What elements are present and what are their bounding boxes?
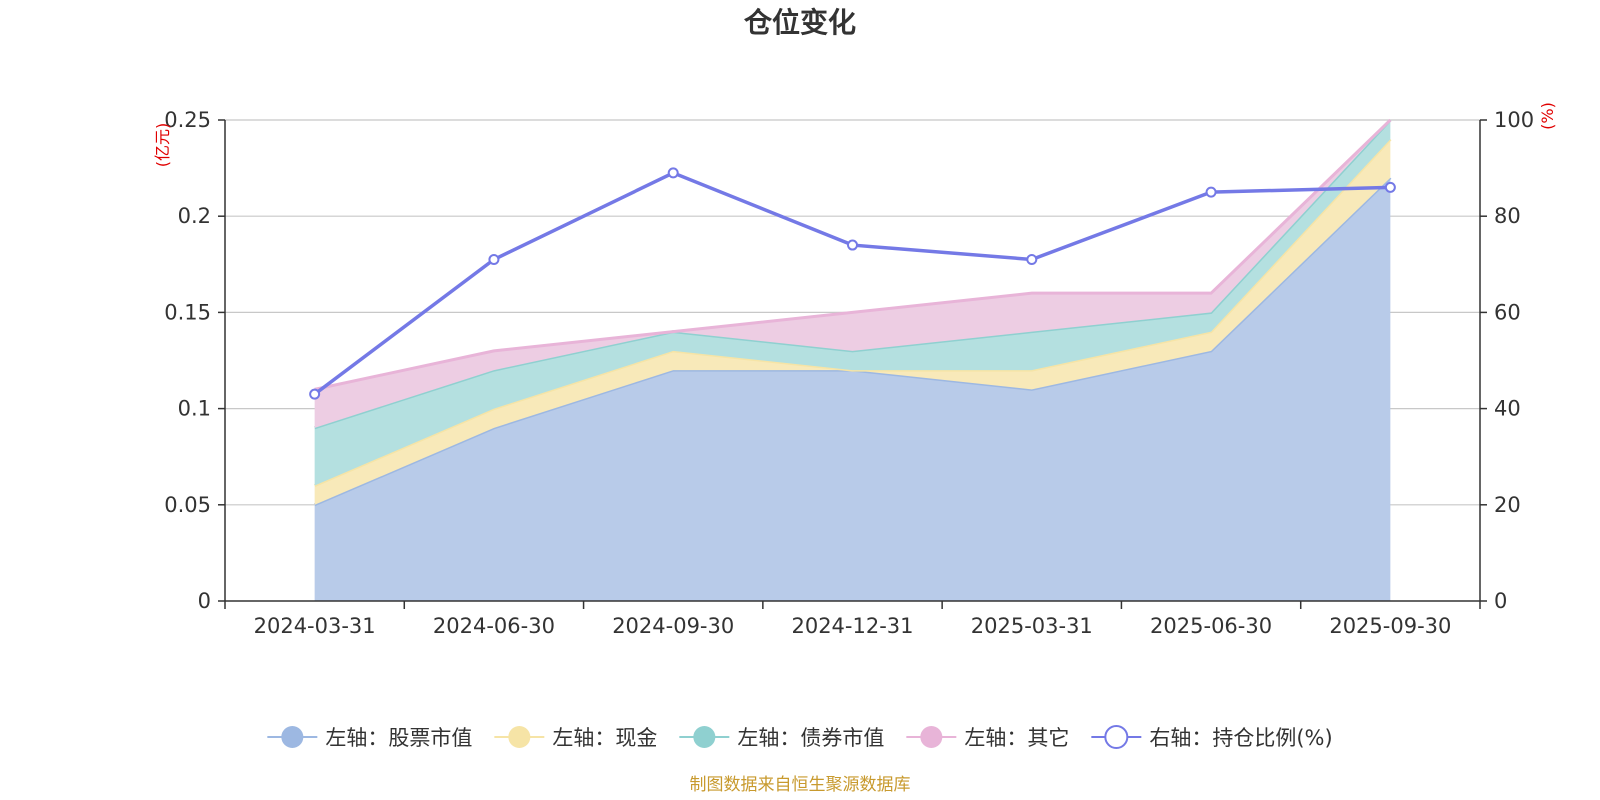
data-source-note: 制图数据来自恒生聚源数据库 [690,775,911,795]
legend-label: 左轴：现金 [552,726,657,750]
area-1 [314,177,1391,601]
legend-dot-icon [920,726,943,748]
legend-label: 左轴：股票市值 [325,726,472,750]
right-tick-label: 40 [1494,397,1521,421]
right-tick-label: 60 [1494,300,1521,324]
legend-label: 右轴：持仓比例(%) [1149,726,1332,750]
x-tick-label: 2024-03-31 [254,614,376,638]
area-4 [314,120,1391,428]
ratio-point [488,253,500,265]
ratio-point [1384,181,1396,193]
legend-label: 左轴：其它 [964,726,1069,750]
x-tick-label: 2024-12-31 [791,614,913,638]
x-tick-label: 2025-03-31 [971,614,1093,638]
legend-item[interactable]: 左轴：股票市值 [267,726,472,750]
legend-item[interactable]: 右轴：持仓比例(%) [1091,725,1333,750]
ratio-point [309,388,321,400]
x-tick-label: 2025-09-30 [1329,614,1451,638]
area-edge-4 [314,118,1392,391]
x-tick-label: 2024-06-30 [433,614,555,638]
legend-dot-icon [281,726,304,748]
x-tick-label: 2025-06-30 [1150,614,1272,638]
right-tick-label: 0 [1494,589,1507,613]
holding-ratio-line [309,167,1396,400]
right-tick-label: 80 [1494,204,1521,228]
ratio-point [847,239,858,251]
ratio-point [1205,186,1217,198]
legend-dot-icon [693,726,716,748]
left-tick-label: 0 [198,589,211,613]
x-tick-label: 2024-09-30 [612,614,734,638]
ratio-point [667,167,679,179]
right-tick-label: 20 [1494,493,1521,517]
right-axis-unit: (%) [1538,102,1557,130]
left-tick-label: 0.05 [164,493,211,517]
legend-label: 左轴：债券市值 [737,726,884,750]
left-axis-unit: (亿元) [153,123,172,168]
legend-item[interactable]: 左轴：其它 [906,726,1069,750]
chart-title: 仓位变化 [744,6,856,39]
legend: 左轴：股票市值 左轴：现金 左轴：债券市值 左轴：其它 右轴：持仓比例(%) [267,725,1333,750]
legend-hollow-circle-icon [1104,725,1129,749]
left-tick-label: 0.2 [178,204,211,228]
stacked-areas [314,118,1392,601]
ratio-point [1026,253,1038,265]
legend-dot-icon [508,726,531,748]
left-tick-label: 0.1 [178,397,211,421]
left-tick-label: 0.25 [164,108,211,132]
legend-item[interactable]: 左轴：现金 [494,726,657,750]
right-tick-label: 100 [1494,108,1534,132]
axes: 0 0.05 0.1 0.15 0.2 0.25 0 20 40 60 80 100 2024-03-3… [164,108,1534,638]
legend-item[interactable]: 左轴：债券市值 [679,726,884,750]
left-tick-label: 0.15 [164,300,211,324]
